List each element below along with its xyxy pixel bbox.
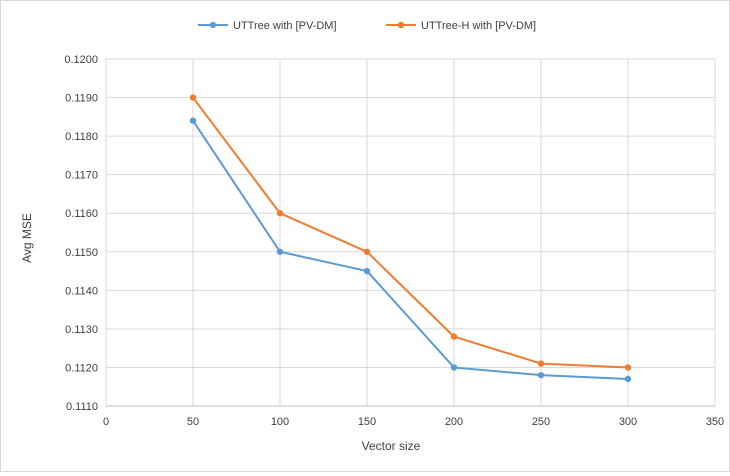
y-tick-label: 0.1190: [65, 93, 98, 105]
gridlines: [105, 58, 716, 407]
x-tick-label: 200: [445, 416, 463, 428]
legend-marker-2: [397, 21, 405, 29]
data-point-series-2: [537, 360, 545, 367]
y-tick-label: 0.1140: [65, 285, 98, 297]
x-tick-label: 300: [619, 416, 637, 428]
data-point-series-1: [624, 375, 632, 383]
data-point-series-2: [624, 364, 632, 371]
y-tick-label: 0.1160: [65, 208, 98, 220]
legend: UTTree with [PV-DM] UTTree-H with [PV-DM]: [198, 20, 536, 32]
legend-marker-1: [209, 21, 217, 29]
x-tick-label: 50: [187, 416, 199, 428]
x-tick-label: 150: [358, 416, 376, 428]
legend-label-1: UTTree with [PV-DM]: [233, 20, 337, 32]
data-point-series-2: [450, 333, 458, 340]
y-tick-label: 0.1130: [65, 324, 98, 336]
y-tick-label: 0.1110: [66, 401, 98, 413]
data-point-series-1: [276, 248, 284, 255]
x-axis-title: Vector size: [362, 439, 421, 453]
data-point-series-1: [450, 364, 458, 371]
y-tick-label: 0.1180: [65, 131, 98, 143]
series-line-2: [192, 96, 629, 369]
y-tick-label: 0.1170: [65, 170, 98, 182]
data-point-series-1: [363, 267, 371, 275]
data-point-series-1: [537, 371, 545, 379]
y-tick-label: 0.1120: [65, 362, 98, 374]
series-lines: [189, 94, 632, 383]
data-point-series-2: [189, 94, 197, 101]
y-axis-title: Avg MSE: [20, 213, 34, 263]
y-tick-label: 0.1150: [65, 247, 98, 259]
y-tick-label: 0.1200: [64, 54, 98, 66]
x-tick-label: 250: [532, 416, 550, 428]
series-line-1: [192, 120, 629, 381]
data-point-series-2: [363, 248, 371, 255]
data-point-series-1: [189, 117, 197, 124]
x-tick-label: 0: [103, 416, 109, 428]
x-tick-label: 350: [706, 416, 724, 428]
data-point-series-2: [276, 210, 284, 217]
x-tick-label: 100: [271, 416, 289, 428]
legend-label-2: UTTree-H with [PV-DM]: [421, 20, 536, 32]
axes: 0.1110 0.1120 0.1130 0.1140 0.1150 0.1160 0.11…: [64, 54, 724, 428]
